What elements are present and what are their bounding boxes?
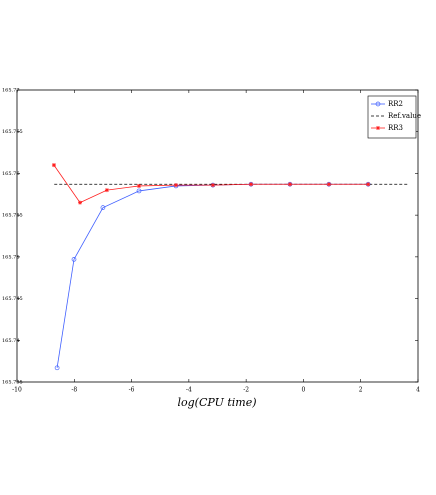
marker bbox=[51, 163, 56, 168]
marker bbox=[54, 365, 60, 371]
x-tick-label: -4 bbox=[186, 387, 192, 394]
y-tick-label: 165.735 bbox=[2, 380, 23, 386]
y-tick-label: 165.765 bbox=[2, 129, 23, 135]
legend-label: RR3 bbox=[388, 124, 403, 132]
marker bbox=[210, 183, 215, 188]
marker bbox=[287, 182, 292, 187]
legend-label: Ref.value bbox=[388, 112, 421, 120]
marker bbox=[137, 183, 142, 188]
x-tick-label: -2 bbox=[243, 387, 249, 394]
x-tick-label: -6 bbox=[129, 387, 135, 394]
y-tick-label: 165.77 bbox=[2, 88, 20, 94]
y-tick-label: 165.755 bbox=[2, 213, 23, 219]
y-tick-label: 165.75 bbox=[2, 254, 20, 260]
marker bbox=[78, 200, 83, 205]
series-line bbox=[53, 164, 369, 204]
x-tick-label: 0 bbox=[302, 387, 306, 394]
marker bbox=[104, 188, 109, 193]
marker bbox=[173, 183, 178, 188]
plot-frame bbox=[16, 89, 419, 383]
marker bbox=[376, 126, 380, 130]
x-tick-label: 4 bbox=[416, 387, 420, 394]
marker bbox=[366, 182, 371, 187]
y-tick-label: 165.76 bbox=[2, 171, 20, 177]
x-axis-label: log(CPU time) bbox=[177, 396, 256, 409]
marker bbox=[249, 182, 254, 187]
legend-label: RR2 bbox=[388, 100, 403, 108]
x-tick-label: -10 bbox=[12, 387, 22, 394]
marker bbox=[100, 205, 106, 210]
y-tick-label: 165.74 bbox=[2, 338, 20, 344]
y-tick-label: 165.745 bbox=[2, 296, 23, 302]
marker bbox=[375, 101, 381, 107]
series-line bbox=[56, 183, 369, 368]
x-tick-label: 2 bbox=[359, 387, 363, 394]
marker bbox=[326, 182, 331, 187]
marker bbox=[136, 188, 142, 194]
x-tick-label: -8 bbox=[71, 387, 77, 394]
marker bbox=[71, 257, 77, 262]
